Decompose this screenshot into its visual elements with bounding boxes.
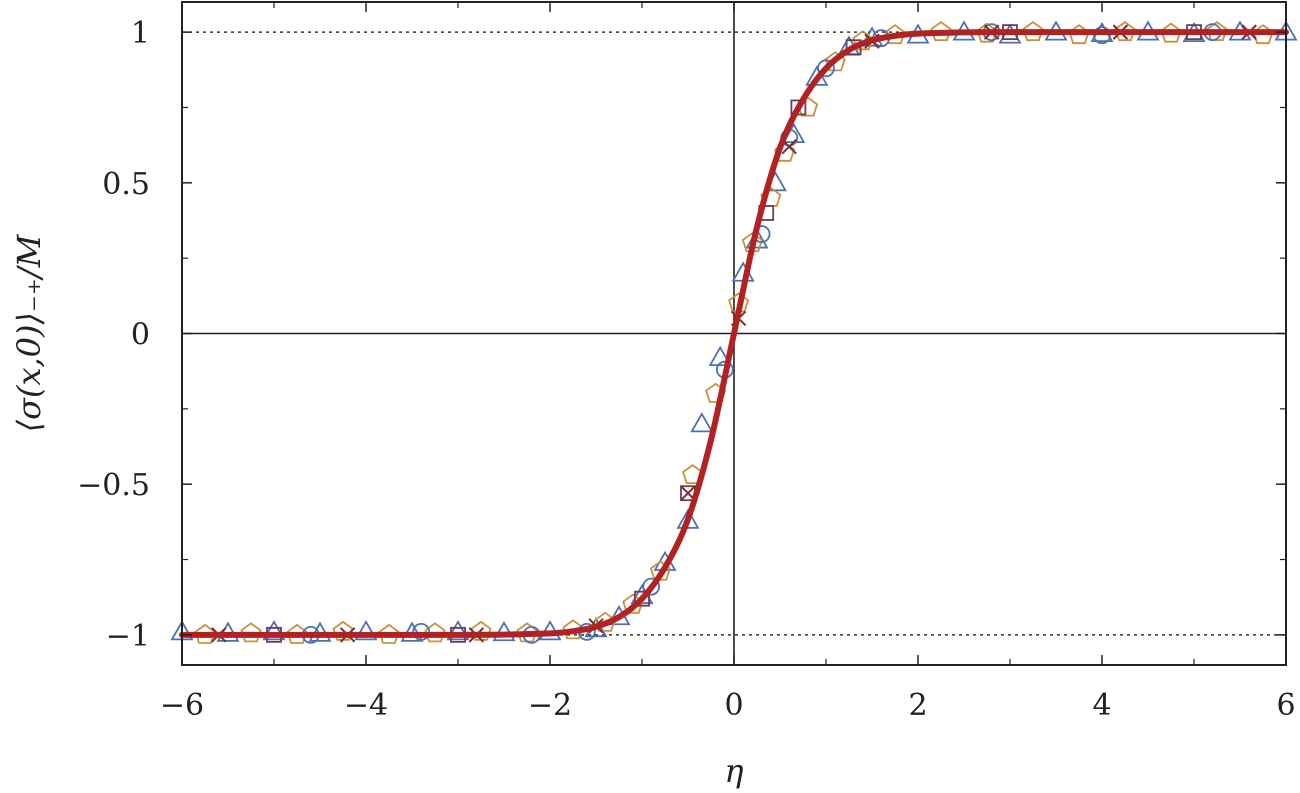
triangle-marker <box>676 508 700 529</box>
fit-curve <box>179 29 1289 638</box>
triangle-marker <box>446 620 470 641</box>
x-tick-label: 2 <box>908 688 927 723</box>
y-tick-label: −1 <box>106 619 150 654</box>
triangle-marker <box>690 412 714 433</box>
square-marker <box>634 590 650 607</box>
triangle-marker <box>708 345 732 367</box>
x-tick-label: −6 <box>160 688 204 723</box>
x-tick-label: 6 <box>1276 688 1295 723</box>
y-axis-label: ⟨σ(x,0)⟩₋₊/M <box>10 233 48 432</box>
pentagon-marker <box>930 20 952 42</box>
pentagon-marker <box>1206 20 1228 42</box>
pentagon-marker <box>194 623 216 644</box>
pentagon-marker <box>424 622 446 643</box>
y-tick-label: 1 <box>131 16 150 51</box>
x-tick-label: 0 <box>724 688 743 723</box>
pentagon-marker <box>240 622 262 643</box>
axis-ticks: −6 −4 −2 0 2 4 6 −1 −0.5 0 0.5 1 <box>77 2 1296 723</box>
circle-marker <box>817 59 835 78</box>
x-tick-label: −4 <box>344 688 388 723</box>
triangle-marker <box>354 620 378 641</box>
y-tick-label: −0.5 <box>77 468 150 503</box>
circle-marker <box>1093 26 1111 45</box>
x-axis-label: η <box>724 752 743 790</box>
pentagon-marker <box>824 51 846 72</box>
y-tick-label: 0.5 <box>102 167 150 202</box>
pentagon-marker <box>884 24 906 45</box>
circle-marker <box>412 622 431 641</box>
fit-curve-layer <box>179 29 1289 638</box>
x-tick-label: −2 <box>528 688 572 723</box>
circle-marker <box>642 577 661 596</box>
pentagon-marker <box>378 623 400 644</box>
pentagon-marker <box>1022 20 1044 42</box>
y-tick-label: 0 <box>131 318 150 353</box>
pentagon-marker <box>852 30 874 51</box>
x-tick-label: 4 <box>1092 688 1111 723</box>
square-marker <box>790 99 807 116</box>
triangle-marker <box>262 620 286 641</box>
